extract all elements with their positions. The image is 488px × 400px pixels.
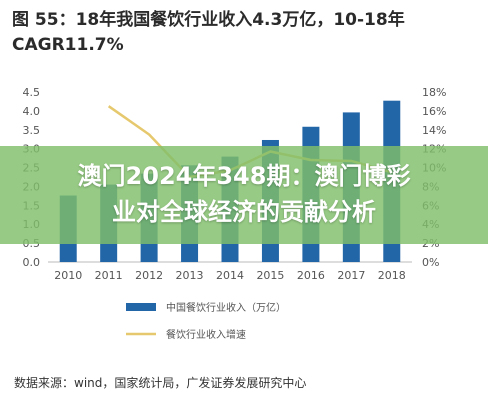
- chart-title-line-2: CAGR11.7%: [12, 35, 124, 55]
- x-tick-label: 2014: [216, 269, 244, 282]
- x-tick-label: 2018: [378, 269, 406, 282]
- chart-title-line-1: 图 55：18年我国餐饮行业收入4.3万亿，10-18年: [12, 10, 405, 30]
- x-tick-label: 2012: [135, 269, 163, 282]
- y-left-tick-label: 0.0: [23, 256, 41, 269]
- legend-bar-label: 中国餐饮行业收入（万亿）: [166, 301, 286, 314]
- x-tick-label: 2017: [337, 269, 365, 282]
- x-tick-label: 2016: [297, 269, 325, 282]
- x-tick-label: 2015: [256, 269, 284, 282]
- x-tick-label: 2011: [95, 269, 123, 282]
- x-tick-label: 2010: [54, 269, 82, 282]
- y-right-tick-label: 18%: [422, 86, 446, 99]
- y-right-tick-label: 14%: [422, 124, 446, 137]
- y-left-tick-label: 4.0: [23, 105, 41, 118]
- overlay-headline: 澳门2024年348期：澳门博彩 业对全球经济的贡献分析: [0, 158, 488, 230]
- overlay-line-2: 业对全球经济的贡献分析: [112, 198, 376, 226]
- source-note: 数据来源：wind，国家统计局，广发证券发展研究中心: [14, 376, 307, 390]
- y-left-tick-label: 3.5: [23, 124, 41, 137]
- y-right-tick-label: 16%: [422, 105, 446, 118]
- chart-title: 图 55：18年我国餐饮行业收入4.3万亿，10-18年 CAGR11.7%: [12, 8, 482, 58]
- overlay-line-1: 澳门2024年348期：澳门博彩: [77, 162, 411, 190]
- y-left-tick-label: 4.5: [23, 86, 41, 99]
- overlay-banner: [0, 146, 488, 244]
- legend-bar-swatch: [126, 303, 156, 311]
- x-tick-label: 2013: [176, 269, 204, 282]
- legend-line-label: 餐饮行业收入增速: [166, 328, 246, 341]
- y-right-tick-label: 0%: [422, 256, 439, 269]
